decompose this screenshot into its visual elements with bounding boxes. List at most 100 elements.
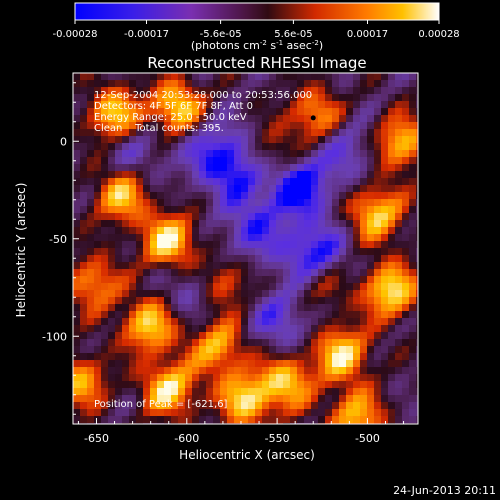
heatmap-cell — [304, 234, 312, 242]
heatmap-cell — [304, 115, 312, 123]
heatmap-cell — [374, 269, 382, 277]
heatmap-cell — [374, 101, 382, 109]
heatmap-cell — [304, 332, 312, 340]
heatmap-cell — [304, 143, 312, 151]
heatmap-cell — [122, 80, 130, 88]
heatmap-cell — [136, 94, 144, 102]
heatmap-cell — [108, 374, 116, 382]
heatmap-cell — [416, 143, 418, 151]
heatmap-cell — [108, 94, 116, 102]
heatmap-cell — [269, 150, 277, 158]
heatmap-cell — [101, 248, 109, 256]
heatmap-cell — [360, 381, 368, 389]
heatmap-cell — [269, 199, 277, 207]
heatmap-cell — [80, 304, 88, 312]
heatmap-cell — [94, 171, 102, 179]
heatmap-cell — [199, 248, 207, 256]
heatmap-cell — [381, 325, 389, 333]
heatmap-cell — [311, 94, 319, 102]
heatmap-cell — [192, 73, 200, 81]
heatmap-cell — [227, 402, 235, 410]
heatmap-cell — [269, 381, 277, 389]
colorbar-tick-label: -5.6e-05 — [200, 29, 242, 40]
heatmap-cell — [346, 311, 354, 319]
heatmap-cell — [234, 227, 242, 235]
heatmap-cell — [108, 206, 116, 214]
heatmap-cell — [157, 332, 165, 340]
heatmap-cell — [402, 227, 410, 235]
heatmap-cell — [255, 416, 263, 424]
heatmap-cell — [206, 178, 214, 186]
heatmap-cell — [206, 311, 214, 319]
heatmap-cell — [381, 87, 389, 95]
heatmap-cell — [332, 206, 340, 214]
heatmap-cell — [367, 199, 375, 207]
heatmap-cell — [297, 136, 305, 144]
heatmap-cell — [283, 346, 291, 354]
heatmap-cell — [171, 262, 179, 270]
heatmap-cell — [262, 234, 270, 242]
heatmap-cell — [213, 325, 221, 333]
heatmap-cell — [80, 297, 88, 305]
heatmap-cell — [318, 234, 326, 242]
heatmap-cell — [346, 206, 354, 214]
heatmap-cell — [213, 136, 221, 144]
heatmap-cell — [87, 283, 95, 291]
heatmap-cell — [101, 129, 109, 137]
heatmap-cell — [374, 206, 382, 214]
heatmap-cell — [199, 381, 207, 389]
heatmap-cell — [325, 269, 333, 277]
heatmap-cell — [94, 220, 102, 228]
heatmap-cell — [276, 374, 284, 382]
heatmap-cell — [101, 374, 109, 382]
heatmap-cell — [192, 304, 200, 312]
heatmap-cell — [220, 360, 228, 368]
heatmap-cell — [220, 325, 228, 333]
heatmap-cell — [325, 136, 333, 144]
heatmap-cell — [416, 318, 418, 326]
heatmap-cell — [178, 94, 186, 102]
heatmap-cell — [143, 171, 151, 179]
heatmap-cell — [157, 304, 165, 312]
heatmap-cell — [171, 416, 179, 424]
heatmap-cell — [206, 108, 214, 116]
heatmap-cell — [290, 262, 298, 270]
heatmap-cell — [395, 234, 403, 242]
heatmap-cell — [115, 129, 123, 137]
heatmap-cell — [416, 101, 418, 109]
heatmap-cell — [360, 150, 368, 158]
heatmap-cell — [227, 206, 235, 214]
heatmap-cell — [73, 416, 81, 424]
heatmap-cell — [360, 192, 368, 200]
heatmap-cell — [311, 87, 319, 95]
heatmap-cell — [94, 290, 102, 298]
heatmap-cell — [262, 213, 270, 221]
heatmap-cell — [402, 108, 410, 116]
heatmap-cell — [367, 402, 375, 410]
heatmap-cell — [150, 150, 158, 158]
heatmap-cell — [276, 101, 284, 109]
heatmap-cell — [290, 150, 298, 158]
heatmap-cell — [402, 318, 410, 326]
heatmap-cell — [94, 283, 102, 291]
heatmap-cell — [276, 325, 284, 333]
heatmap-cell — [129, 283, 137, 291]
heatmap-cell — [234, 416, 242, 424]
heatmap-cell — [248, 213, 256, 221]
heatmap-cell — [220, 164, 228, 172]
heatmap-cell — [192, 122, 200, 130]
heatmap-cell — [178, 80, 186, 88]
heatmap-cell — [80, 262, 88, 270]
heatmap-cell — [108, 409, 116, 417]
heatmap-cell — [409, 297, 417, 305]
heatmap-cell — [136, 311, 144, 319]
heatmap-cell — [115, 353, 123, 361]
x-tick-label: -600 — [174, 432, 199, 445]
heatmap-cell — [304, 164, 312, 172]
heatmap-cell — [374, 290, 382, 298]
heatmap-cell — [360, 402, 368, 410]
heatmap-cell — [269, 213, 277, 221]
heatmap-cell — [108, 136, 116, 144]
heatmap-cell — [283, 283, 291, 291]
heatmap-cell — [185, 241, 193, 249]
